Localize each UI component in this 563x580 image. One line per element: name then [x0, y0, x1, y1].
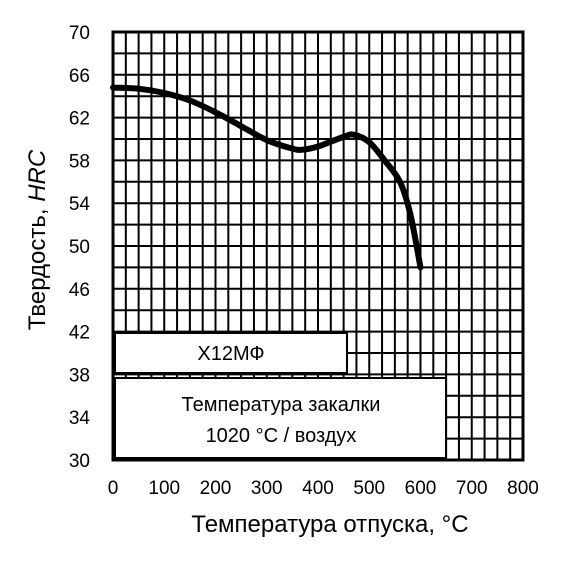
y-tick-label: 30	[69, 451, 90, 472]
x-tick-label: 100	[148, 478, 180, 499]
x-tick-label: 200	[200, 478, 232, 499]
y-tick-label: 46	[69, 280, 90, 301]
y-tick-label: 58	[69, 151, 90, 172]
x-tick-label: 800	[507, 478, 539, 499]
y-tick-label: 42	[69, 323, 90, 344]
y-tick-label: 54	[69, 194, 91, 215]
y-tick-label: 70	[69, 23, 90, 44]
y-tick-label: 66	[69, 66, 90, 87]
x-axis-title: Температура отпуска, °C	[191, 511, 468, 538]
x-tick-labels: 0 100 200 300 400 500 600 700 800	[108, 478, 539, 499]
x-tick-label: 700	[456, 478, 488, 499]
x-tick-label: 300	[251, 478, 283, 499]
series-layer	[110, 84, 424, 271]
plot-border	[111, 30, 525, 462]
steel-grade-label: Х12МФ	[197, 343, 264, 365]
x-tick-label: 600	[405, 478, 437, 499]
y-tick-label: 38	[69, 365, 90, 386]
quench-box	[114, 377, 447, 459]
y-tick-label: 50	[69, 237, 90, 258]
y-axis-title: Твердость, HRC	[24, 149, 51, 330]
y-tick-label: 34	[69, 408, 91, 429]
x-tick-label: 400	[302, 478, 334, 499]
steel-grade-box	[114, 332, 348, 374]
y-axis-title-main: Твердость,	[24, 202, 51, 330]
x-tick-label: 500	[353, 478, 385, 499]
x-tick-label: 0	[108, 478, 119, 499]
quench-temp-label: Температура закалки	[182, 394, 381, 416]
y-tick-label: 62	[69, 109, 90, 130]
quench-condition-label: 1020 °C / воздух	[206, 425, 357, 447]
y-tick-labels: 70 66 62 58 54 50 46 42 38 34 30	[69, 23, 91, 472]
y-axis-title-unit: HRC	[24, 149, 51, 202]
